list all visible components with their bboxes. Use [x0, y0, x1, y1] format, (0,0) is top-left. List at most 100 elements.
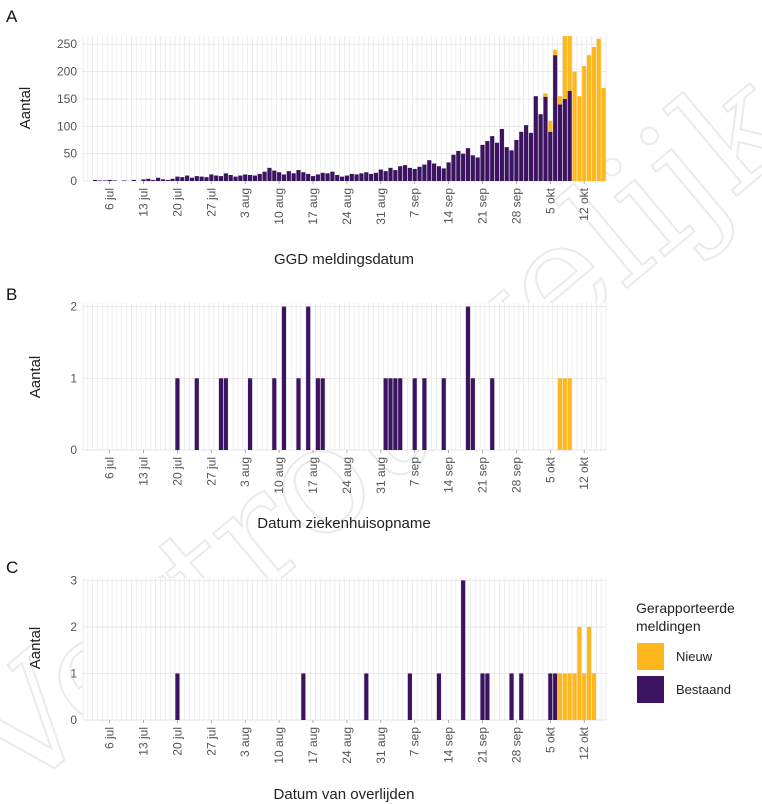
bar-bestaand	[470, 155, 475, 181]
bar-bestaand	[562, 98, 567, 181]
bar-bestaand	[504, 147, 509, 181]
bar-bestaand	[461, 580, 466, 720]
x-tick-label: 12 okt	[577, 456, 591, 489]
bar-bestaand	[306, 306, 311, 450]
bar-nieuw	[591, 673, 596, 720]
x-tick-label: 27 jul	[204, 727, 218, 756]
y-tick-label: 250	[57, 37, 77, 51]
panel-c-y-axis-title: Aantal	[27, 627, 44, 670]
bar-bestaand	[465, 148, 471, 181]
bar-bestaand	[499, 129, 504, 181]
x-tick-label: 13 jul	[137, 457, 151, 486]
bar-bestaand	[490, 136, 495, 181]
bar-bestaand	[461, 153, 466, 181]
panel-a-bars	[93, 36, 606, 182]
bar-bestaand	[519, 673, 524, 720]
bar-bestaand	[456, 150, 461, 181]
y-tick-label: 50	[64, 147, 78, 161]
y-tick-label: 0	[70, 713, 77, 727]
x-tick-label: 7 sep	[408, 457, 422, 487]
x-tick-label: 7 sep	[408, 188, 422, 218]
bar-bestaand	[407, 167, 412, 181]
panel-b-y-axis-title: Aantal	[27, 356, 44, 399]
y-tick-label: 0	[70, 174, 77, 188]
bar-bestaand	[436, 166, 442, 181]
x-tick-label: 13 jul	[137, 188, 151, 217]
panel-c-y-tick-labels: 0 1 2 3	[70, 573, 77, 727]
x-tick-label: 27 jul	[204, 188, 218, 217]
bar-bestaand	[494, 142, 500, 181]
bar-bestaand	[204, 177, 209, 181]
x-tick-label: 13 jul	[137, 727, 151, 756]
x-tick-label: 21 sep	[476, 727, 490, 763]
bar-bestaand	[194, 176, 199, 181]
bar-nieuw	[586, 55, 592, 182]
bar-bestaand	[412, 378, 417, 450]
panel-c: C 0 1 2 3 6 jul 13 jul 20 jul 27 jul 3 aug 10 au…	[6, 558, 607, 803]
panel-a-y-axis-title: Aantal	[17, 87, 34, 130]
bar-bestaand	[378, 169, 383, 181]
x-tick-label: 14 sep	[442, 727, 456, 763]
bar-bestaand	[296, 170, 301, 181]
bar-nieuw	[601, 87, 606, 181]
bar-bestaand	[330, 171, 335, 181]
panel-b-x-tick-labels: 6 jul 13 jul 20 jul 27 jul 3 aug 10 aug 17 aug…	[103, 450, 591, 494]
bar-bestaand	[480, 144, 485, 181]
panel-a-label: A	[6, 7, 18, 26]
panel-b-x-axis-title: Datum ziekenhuisopname	[257, 515, 430, 532]
bar-bestaand	[543, 96, 548, 181]
bar-bestaand	[165, 179, 170, 181]
x-tick-label: 6 jul	[103, 188, 117, 210]
x-tick-label: 31 aug	[374, 457, 388, 494]
legend-label-bestaand: Bestaand	[676, 682, 731, 697]
panel-b-bars	[175, 306, 572, 450]
bar-bestaand	[528, 132, 534, 181]
bar-bestaand	[373, 172, 379, 181]
bar-bestaand	[175, 673, 180, 720]
bar-bestaand	[310, 176, 316, 181]
bar-bestaand	[209, 174, 214, 181]
panel-b-y-tick-labels: 0 1 2	[70, 300, 77, 457]
y-tick-label: 0	[70, 443, 77, 457]
y-tick-label: 2	[70, 620, 77, 634]
bar-bestaand	[398, 378, 403, 450]
bar-nieuw	[567, 36, 572, 91]
bar-bestaand	[480, 673, 485, 720]
bar-bestaand	[247, 174, 253, 181]
panel-a-gridlines	[82, 36, 607, 182]
bar-bestaand	[277, 172, 282, 181]
x-tick-label: 24 aug	[340, 188, 354, 225]
panel-a-y-tick-labels: 0 50 100 150 200 250	[57, 37, 77, 188]
bar-bestaand	[160, 179, 165, 181]
bar-bestaand	[432, 163, 437, 181]
bar-bestaand	[557, 104, 563, 181]
bar-bestaand	[291, 173, 296, 181]
x-tick-label: 31 aug	[374, 188, 388, 225]
x-tick-label: 3 aug	[238, 457, 252, 487]
x-tick-label: 14 sep	[442, 188, 456, 224]
bar-bestaand	[553, 55, 558, 182]
panel-a-x-axis-title: GGD meldingsdatum	[274, 251, 414, 268]
bar-bestaand	[223, 378, 228, 450]
bar-bestaand	[340, 176, 345, 181]
y-tick-label: 1	[70, 371, 77, 385]
bar-bestaand	[155, 177, 161, 181]
bar-nieuw	[577, 96, 582, 181]
bar-bestaand	[349, 173, 354, 181]
bar-bestaand	[175, 378, 180, 450]
legend-swatch-bestaand	[637, 676, 664, 703]
bar-bestaand	[519, 131, 524, 181]
bar-bestaand	[451, 154, 456, 181]
bar-bestaand	[151, 179, 156, 181]
bar-nieuw	[543, 93, 548, 97]
x-tick-label: 12 okt	[577, 726, 591, 759]
bar-bestaand	[369, 173, 374, 181]
bar-bestaand	[383, 378, 388, 450]
bar-bestaand	[402, 165, 408, 181]
x-tick-label: 10 aug	[272, 188, 286, 225]
x-tick-label: 12 okt	[577, 187, 591, 220]
bar-nieuw	[553, 49, 558, 56]
bar-bestaand	[97, 180, 103, 181]
y-tick-label: 2	[70, 300, 77, 314]
